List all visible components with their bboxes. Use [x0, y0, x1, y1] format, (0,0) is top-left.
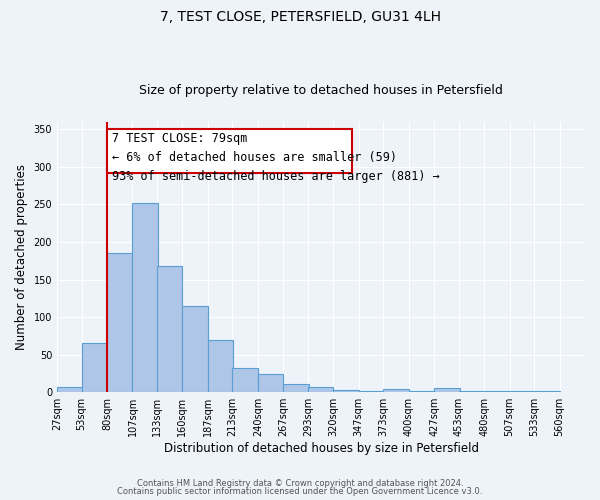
X-axis label: Distribution of detached houses by size in Petersfield: Distribution of detached houses by size … [164, 442, 479, 455]
Text: 7 TEST CLOSE: 79sqm
← 6% of detached houses are smaller (59)
93% of semi-detache: 7 TEST CLOSE: 79sqm ← 6% of detached hou… [112, 132, 440, 183]
Bar [82, 344, 107, 392]
Bar [434, 388, 460, 392]
Bar [133, 203, 158, 392]
Bar [182, 306, 208, 392]
FancyBboxPatch shape [107, 130, 352, 173]
Bar [283, 384, 309, 392]
Bar [258, 374, 283, 392]
Text: 7, TEST CLOSE, PETERSFIELD, GU31 4LH: 7, TEST CLOSE, PETERSFIELD, GU31 4LH [160, 10, 440, 24]
Bar [383, 389, 409, 392]
Y-axis label: Number of detached properties: Number of detached properties [15, 164, 28, 350]
Bar [208, 340, 233, 392]
Title: Size of property relative to detached houses in Petersfield: Size of property relative to detached ho… [139, 84, 503, 97]
Text: Contains HM Land Registry data © Crown copyright and database right 2024.: Contains HM Land Registry data © Crown c… [137, 478, 463, 488]
Bar [333, 390, 359, 392]
Bar [232, 368, 258, 392]
Text: Contains public sector information licensed under the Open Government Licence v3: Contains public sector information licen… [118, 487, 482, 496]
Bar [308, 387, 333, 392]
Bar [107, 253, 133, 392]
Bar [157, 266, 182, 392]
Bar [57, 387, 82, 392]
